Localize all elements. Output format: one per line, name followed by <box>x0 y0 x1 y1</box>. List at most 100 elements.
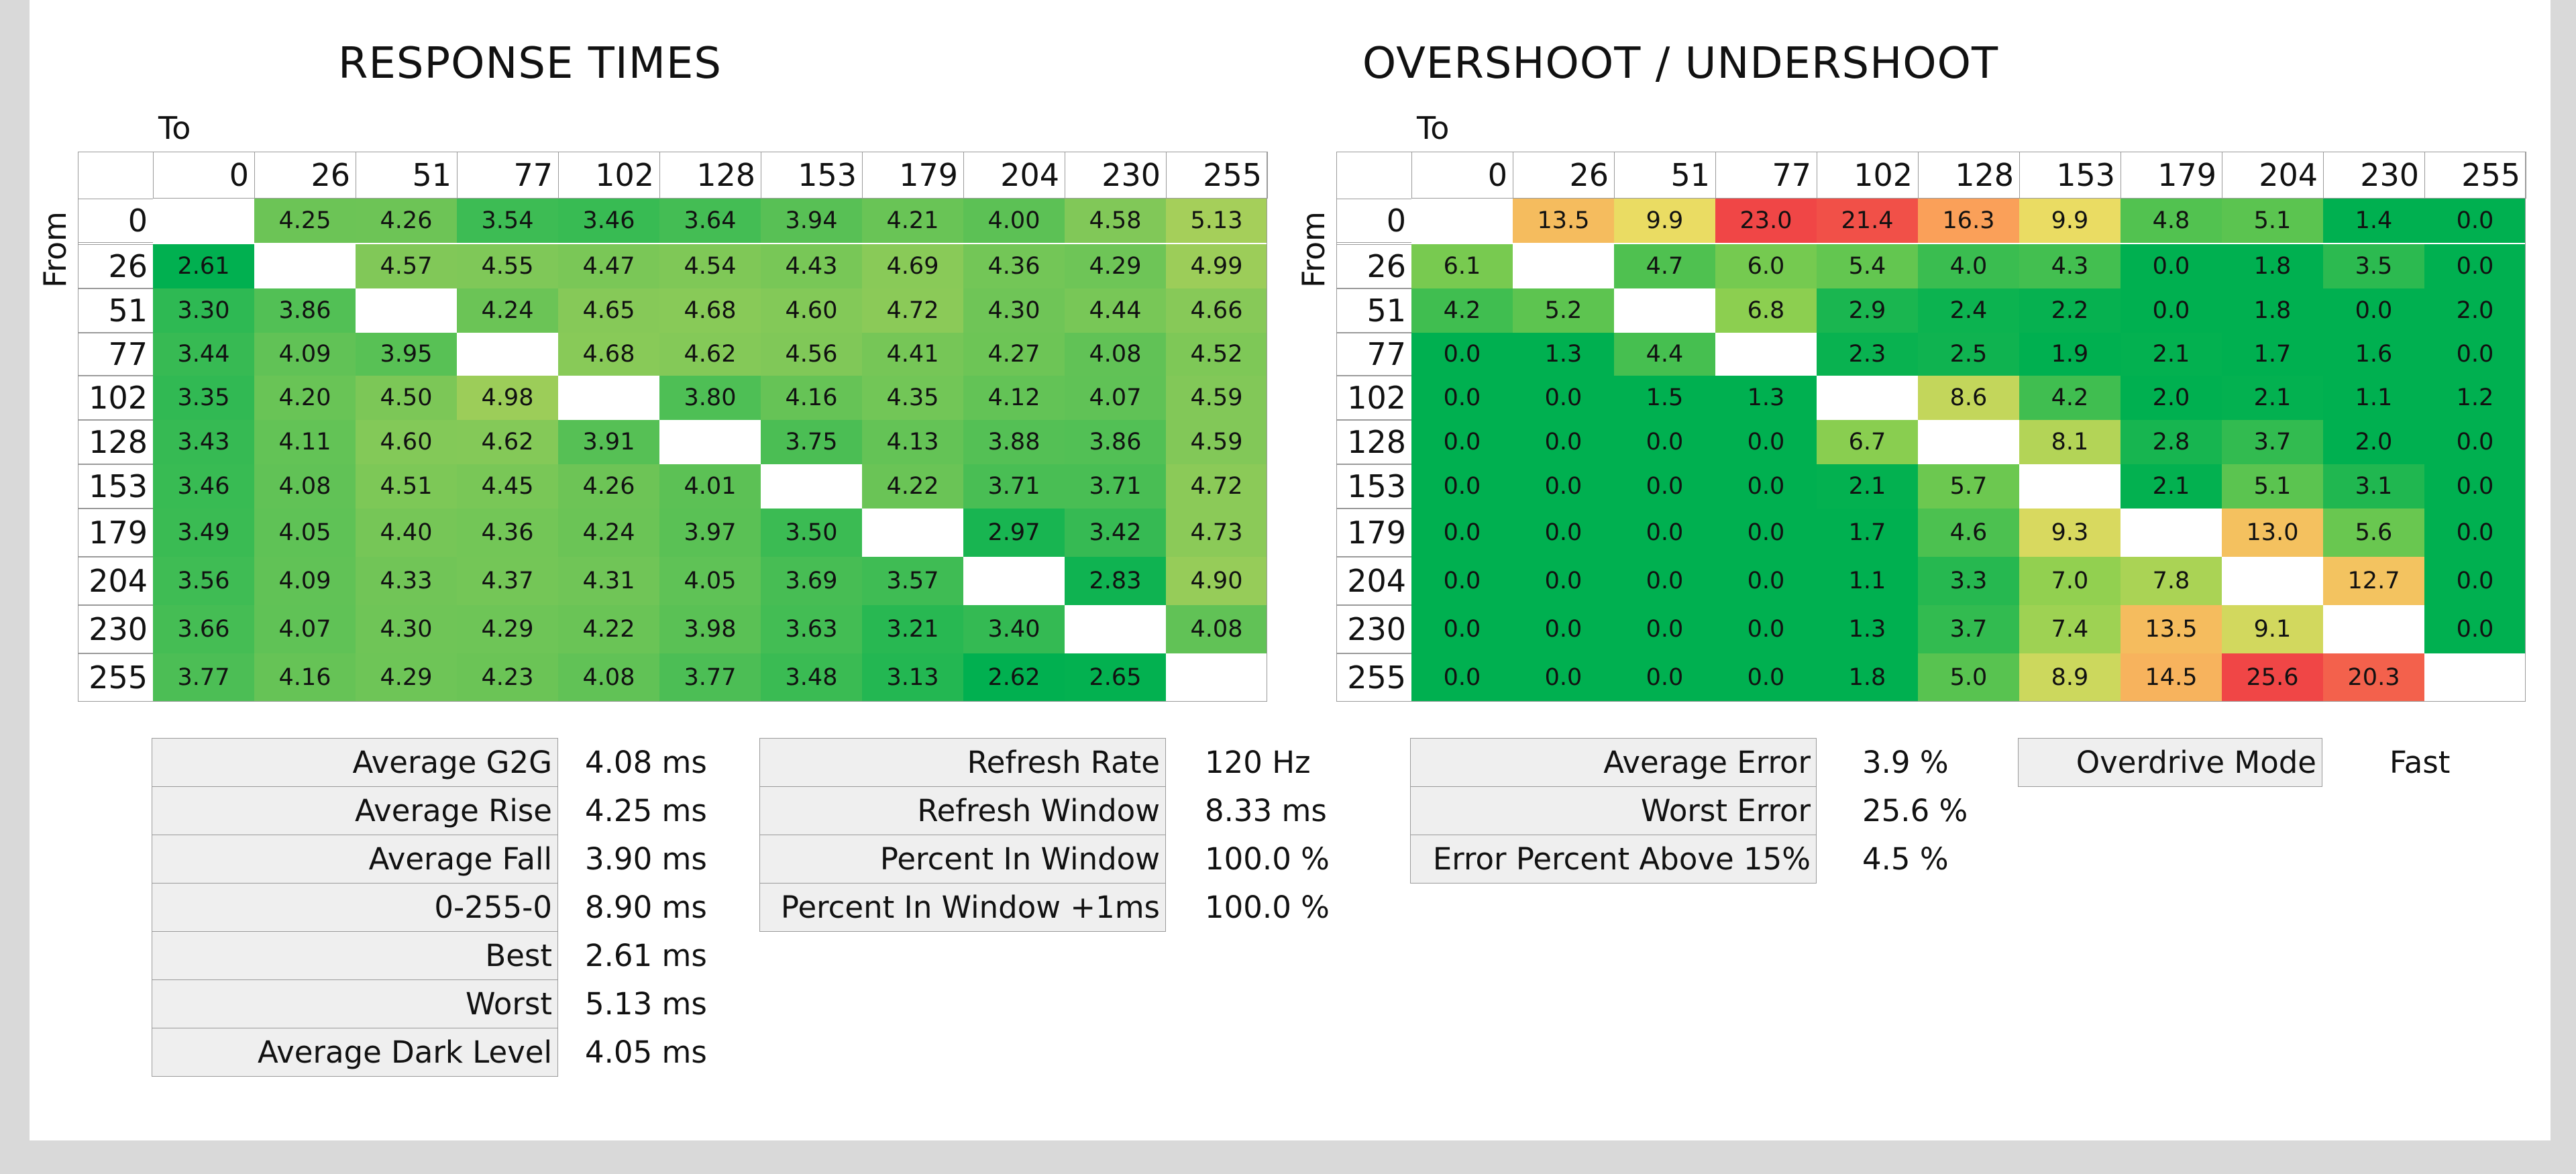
rt-cell: 4.26 <box>558 464 659 509</box>
os-cell: 2.2 <box>2019 288 2121 333</box>
os-cell-diagonal <box>1614 288 1715 333</box>
os-cell: 2.9 <box>1817 288 1918 333</box>
os-cell: 6.8 <box>1715 288 1817 333</box>
rt-cell: 3.94 <box>761 199 862 243</box>
rt-cell: 3.42 <box>1065 509 1166 557</box>
rt-info-value: 8.33 ms <box>1205 792 1327 829</box>
rt-cell: 4.51 <box>356 464 457 509</box>
rt-cell: 3.64 <box>659 199 761 243</box>
os-cell: 1.3 <box>1513 333 1614 376</box>
rt-info-label: Refresh Window <box>759 786 1166 835</box>
rt-cell: 4.50 <box>356 376 457 420</box>
rt-col-header: 255 <box>1166 152 1268 199</box>
rt-row-header: 0 <box>78 199 154 243</box>
rt-stat-value: 4.08 ms <box>585 744 707 780</box>
rt-col-header: 153 <box>761 152 863 199</box>
os-cell: 0.0 <box>2121 244 2222 288</box>
rt-stat-value: 5.13 ms <box>585 985 707 1022</box>
os-col-header: 128 <box>1918 152 2020 199</box>
os-cell: 6.1 <box>1411 244 1513 288</box>
os-cell: 0.0 <box>2424 605 2526 653</box>
rt-cell: 4.13 <box>862 420 963 464</box>
os-cell: 5.4 <box>1817 244 1918 288</box>
overshoot-title: OVERSHOOT / UNDERSHOOT <box>1362 39 1999 89</box>
rt-cell: 3.46 <box>153 464 254 509</box>
os-cell: 0.0 <box>1513 509 1614 557</box>
rt-cell: 4.69 <box>862 244 963 288</box>
rt-cell: 4.60 <box>761 288 862 333</box>
rt-cell: 3.54 <box>457 199 558 243</box>
os-cell: 1.7 <box>1817 509 1918 557</box>
rt-row-header: 102 <box>78 376 154 420</box>
os-cell: 1.7 <box>2222 333 2323 376</box>
os-cell: 0.0 <box>2323 288 2424 333</box>
rt-cell: 2.62 <box>963 653 1065 702</box>
rt-row-header: 26 <box>78 244 154 288</box>
rt-cell: 3.49 <box>153 509 254 557</box>
os-cell: 0.0 <box>1614 605 1715 653</box>
rt-cell: 4.65 <box>558 288 659 333</box>
os-cell: 0.0 <box>2424 199 2526 243</box>
rt-cell: 4.29 <box>1065 244 1166 288</box>
rt-cell: 4.55 <box>457 244 558 288</box>
os-cell: 1.8 <box>2222 288 2323 333</box>
os-cell: 7.0 <box>2019 557 2121 605</box>
os-row-header: 179 <box>1336 509 1412 557</box>
rt-cell: 4.27 <box>963 333 1065 376</box>
rt-cell-diagonal <box>659 420 761 464</box>
rt-col-header: 26 <box>254 152 356 199</box>
os-cell: 7.4 <box>2019 605 2121 653</box>
os-cell: 7.8 <box>2121 557 2222 605</box>
rt-cell: 3.97 <box>659 509 761 557</box>
os-cell: 0.0 <box>1715 464 1817 509</box>
rt-cell: 4.26 <box>356 199 457 243</box>
rt-cell: 3.77 <box>659 653 761 702</box>
rt-cell: 4.68 <box>558 333 659 376</box>
rt-cell-diagonal <box>457 333 558 376</box>
os-cell: 0.0 <box>2424 244 2526 288</box>
rt-row-header: 77 <box>78 333 154 376</box>
rt-cell: 4.54 <box>659 244 761 288</box>
os-cell: 21.4 <box>1817 199 1918 243</box>
rt-cell: 4.72 <box>1166 464 1267 509</box>
os-stat-label: Average Error <box>1410 738 1817 787</box>
os-cell: 4.2 <box>1411 288 1513 333</box>
os-cell-diagonal <box>1715 333 1817 376</box>
os-col-header: 26 <box>1513 152 1615 199</box>
os-cell: 14.5 <box>2121 653 2222 702</box>
os-cell: 0.0 <box>1614 509 1715 557</box>
os-cell: 2.0 <box>2121 376 2222 420</box>
rt-info-value: 100.0 % <box>1205 841 1330 877</box>
os-cell: 0.0 <box>1715 605 1817 653</box>
rt-cell: 3.88 <box>963 420 1065 464</box>
os-cell: 1.8 <box>2222 244 2323 288</box>
rt-stat-label: 0-255-0 <box>152 883 558 932</box>
rt-col-header: 51 <box>356 152 458 199</box>
os-col-header: 230 <box>2323 152 2425 199</box>
os-row-header: 51 <box>1336 288 1412 333</box>
os-cell-diagonal <box>2222 557 2323 605</box>
rt-cell: 4.73 <box>1166 509 1267 557</box>
os-cell: 5.1 <box>2222 464 2323 509</box>
os-col-header: 102 <box>1817 152 1919 199</box>
rt-cell: 4.01 <box>659 464 761 509</box>
rt-cell: 4.12 <box>963 376 1065 420</box>
rt-cell: 4.62 <box>457 420 558 464</box>
rt-stat-label: Average Dark Level <box>152 1028 558 1077</box>
os-cell: 0.0 <box>1715 509 1817 557</box>
rt-cell-diagonal <box>1166 653 1267 702</box>
rt-cell: 3.46 <box>558 199 659 243</box>
os-row-header: 26 <box>1336 244 1412 288</box>
rt-cell: 3.86 <box>1065 420 1166 464</box>
rt-cell: 3.71 <box>1065 464 1166 509</box>
rt-cell: 3.43 <box>153 420 254 464</box>
rt-cell: 4.30 <box>963 288 1065 333</box>
rt-cell: 4.43 <box>761 244 862 288</box>
os-cell: 1.2 <box>2424 376 2526 420</box>
os-cell: 0.0 <box>1614 653 1715 702</box>
os-cell: 2.1 <box>2121 464 2222 509</box>
os-cell: 0.0 <box>1614 557 1715 605</box>
rt-info-label: Refresh Rate <box>759 738 1166 787</box>
rt-cell: 4.35 <box>862 376 963 420</box>
rt-cell: 3.77 <box>153 653 254 702</box>
